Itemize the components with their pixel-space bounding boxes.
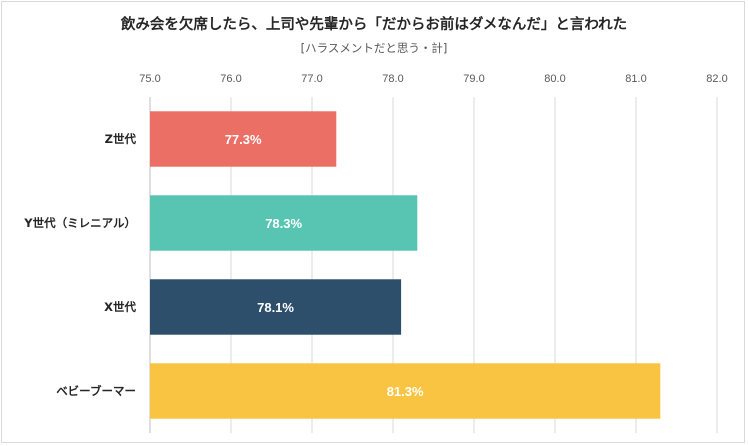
x-tick-label: 80.0: [544, 73, 565, 85]
category-label: X世代: [104, 300, 136, 314]
data-label: 78.1%: [257, 300, 294, 315]
x-tick-label: 82.0: [706, 73, 727, 85]
data-label: 81.3%: [387, 384, 424, 399]
category-label: ベビーブーマー: [56, 384, 136, 398]
bar: [150, 111, 337, 167]
data-labels: 77.3% 78.3% 78.1% 81.3%: [225, 132, 424, 399]
chart-title: 飲み会を欠席したら、上司や先輩から「だからお前はダメなんだ」と言われた: [120, 15, 627, 33]
x-axis-ticks: 75.0 76.0 77.0 78.0 79.0 80.0 81.0 82.0: [139, 73, 727, 85]
x-tick-label: 76.0: [220, 73, 241, 85]
x-tick-label: 79.0: [463, 73, 484, 85]
bar: [150, 195, 418, 251]
chart-subtitle: [ハラスメントだと思う・計]: [301, 41, 448, 55]
x-tick-label: 77.0: [301, 73, 322, 85]
x-tick-label: 78.0: [382, 73, 403, 85]
x-tick-label: 75.0: [139, 73, 160, 85]
bars: [150, 111, 661, 419]
data-label: 77.3%: [225, 132, 262, 147]
x-tick-label: 81.0: [625, 73, 646, 85]
category-label: Z世代: [105, 132, 137, 146]
data-label: 78.3%: [265, 216, 302, 231]
category-label: Y世代（ミレニアル）: [23, 216, 136, 230]
bar: [150, 279, 402, 335]
bar: [150, 363, 661, 419]
